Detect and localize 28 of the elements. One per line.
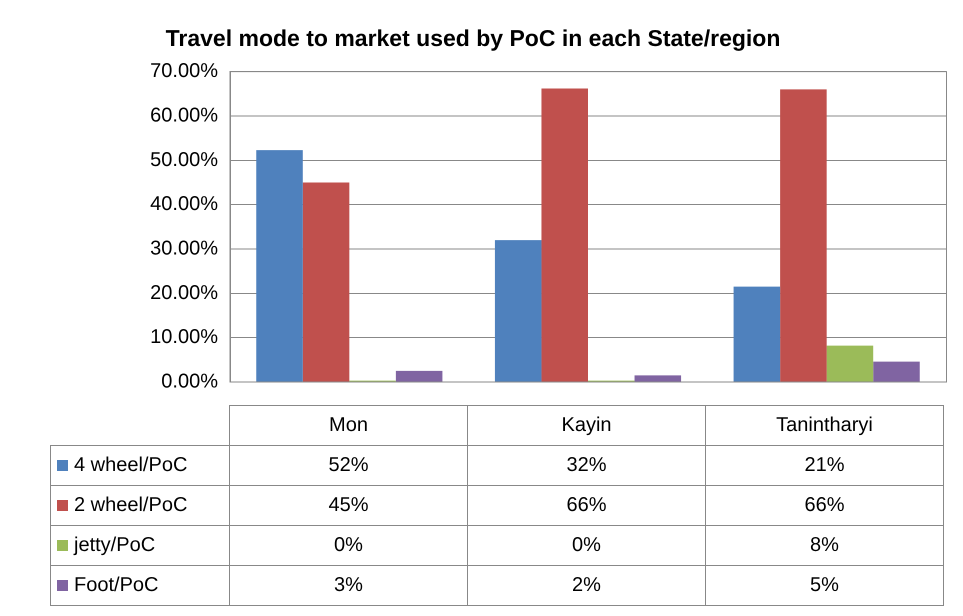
legend-label: Foot/PoC xyxy=(50,566,230,606)
x-tick-label: Kayin xyxy=(468,406,706,446)
y-tick-label: 40.00% xyxy=(150,193,218,216)
data-label: 21% xyxy=(706,446,944,486)
data-label: 0% xyxy=(468,526,706,566)
y-tick-label: 50.00% xyxy=(150,148,218,171)
chart-title: Travel mode to market used by PoC in each State/region xyxy=(166,25,780,52)
y-tick-label: 60.00% xyxy=(150,104,218,126)
data-label: 5% xyxy=(706,566,944,606)
legend-label: 4 wheel/PoC xyxy=(50,446,230,486)
data-label: 32% xyxy=(468,446,706,486)
data-label: 66% xyxy=(706,486,944,526)
data-label: 0% xyxy=(230,526,468,566)
data-label: 8% xyxy=(706,526,944,566)
data-label: 2% xyxy=(468,566,706,606)
y-tick-label: 20.00% xyxy=(150,282,218,304)
legend-label: jetty/PoC xyxy=(50,526,230,566)
y-tick-label: 70.00% xyxy=(150,60,218,82)
y-tick-label: 30.00% xyxy=(150,237,218,260)
x-tick-label: Tanintharyi xyxy=(706,406,944,446)
legend-label: 2 wheel/PoC xyxy=(50,486,230,526)
data-label: 52% xyxy=(230,446,468,486)
y-tick-label: 10.00% xyxy=(150,326,218,348)
data-label: 45% xyxy=(230,486,468,526)
x-tick-label: Mon xyxy=(230,406,468,446)
data-label: 66% xyxy=(468,486,706,526)
data-label: 3% xyxy=(230,566,468,606)
y-tick-label: 0.00% xyxy=(161,370,218,393)
